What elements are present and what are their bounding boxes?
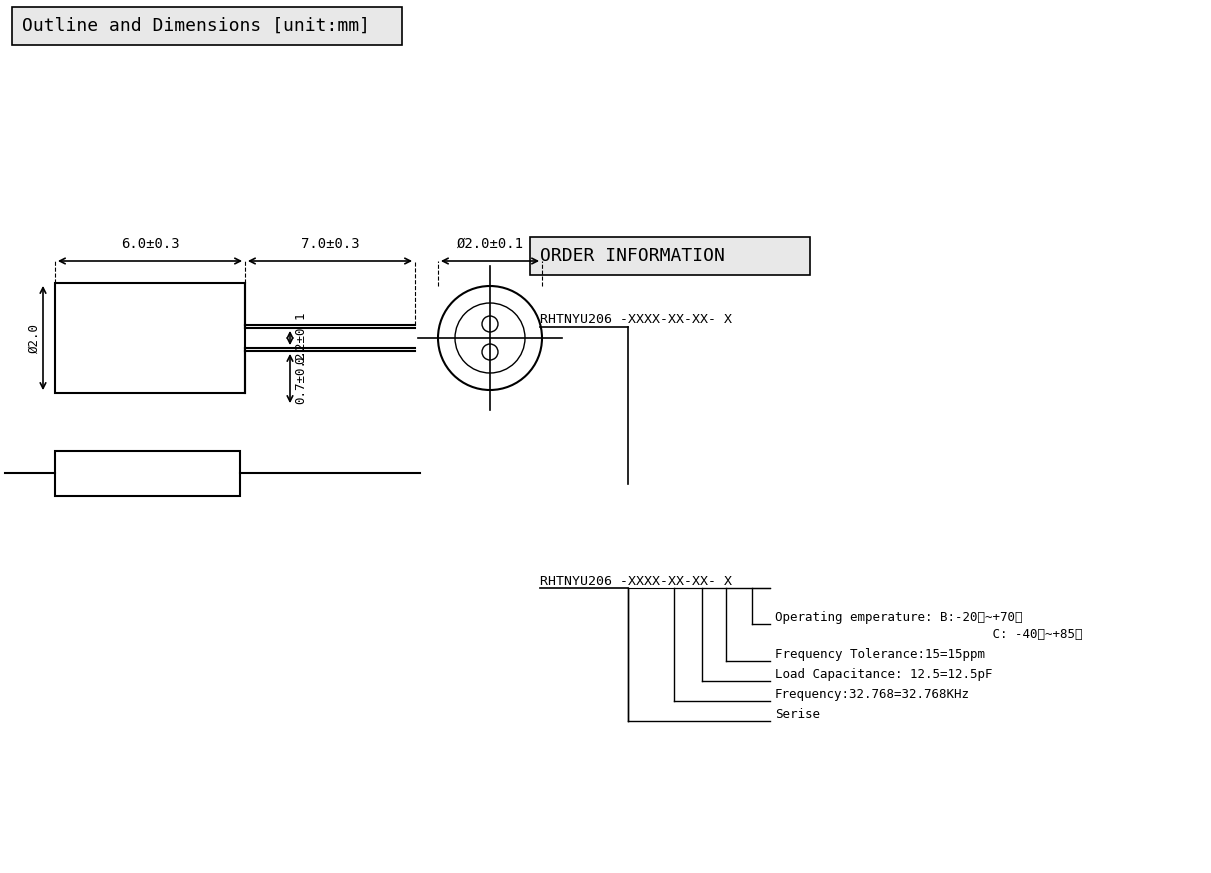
Text: Operating emperature: B:-20℃~+70℃: Operating emperature: B:-20℃~+70℃ [775, 611, 1022, 624]
Text: 0.7±0.2: 0.7±0.2 [294, 352, 308, 404]
Bar [54, 450, 240, 496]
Text: Frequency:32.768=32.768KHz: Frequency:32.768=32.768KHz [775, 688, 970, 701]
Text: RHTNYU206 -XXXX-XX-XX- X: RHTNYU206 -XXXX-XX-XX- X [540, 575, 731, 588]
Text: 7.0±0.3: 7.0±0.3 [300, 237, 360, 251]
Text: RHTNYU206 -XXXX-XX-XX- X: RHTNYU206 -XXXX-XX-XX- X [540, 313, 731, 326]
Text: ORDER INFORMATION: ORDER INFORMATION [540, 247, 725, 265]
Text: C: -40℃~+85℃: C: -40℃~+85℃ [775, 628, 1083, 641]
Text: Ø2.0±0.1: Ø2.0±0.1 [457, 237, 523, 251]
Text: Serise: Serise [775, 708, 820, 721]
Bar [12, 7, 402, 45]
Text: Outline and Dimensions [unit:mm]: Outline and Dimensions [unit:mm] [22, 17, 371, 35]
Text: Ø2.0: Ø2.0 [28, 323, 41, 353]
Text: 0.2±0.1: 0.2±0.1 [294, 312, 308, 364]
Text: 6.0±0.3: 6.0±0.3 [121, 237, 179, 251]
Bar [530, 237, 810, 275]
Bar [54, 283, 245, 393]
Text: Frequency Tolerance:15=15ppm: Frequency Tolerance:15=15ppm [775, 648, 985, 661]
Text: Load Capacitance: 12.5=12.5pF: Load Capacitance: 12.5=12.5pF [775, 668, 993, 681]
